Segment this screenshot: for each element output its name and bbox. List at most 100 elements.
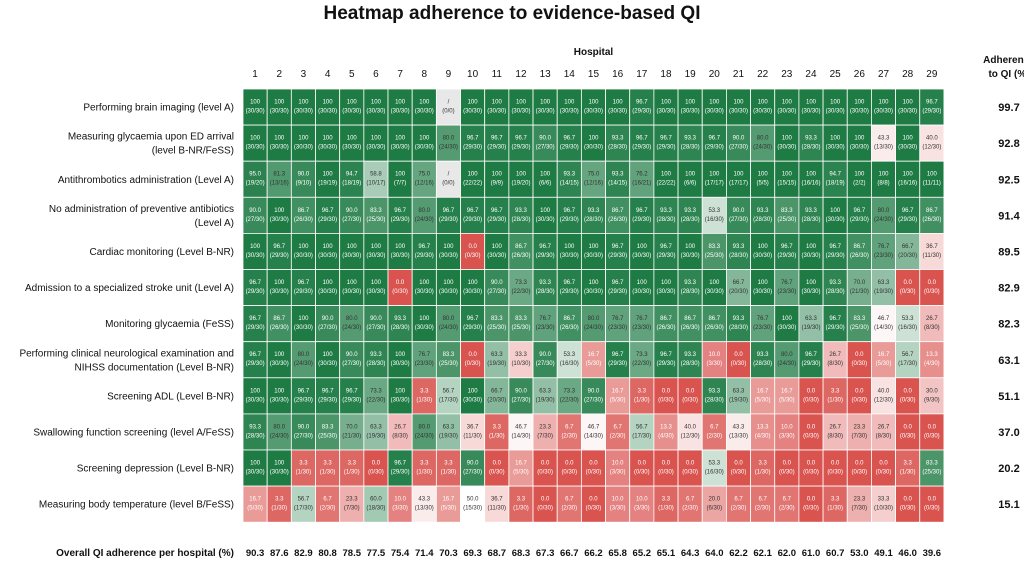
cell-count: (23/30)	[536, 325, 555, 331]
row-label: (Level A)	[195, 218, 234, 229]
cell-value: 3.3	[348, 461, 357, 467]
heatmap-cell	[871, 269, 896, 306]
cell-count: (1/30)	[489, 433, 505, 439]
heatmap-cell	[387, 377, 413, 415]
overall-value: 80.8	[318, 548, 337, 559]
column-header: 18	[660, 69, 672, 80]
heatmap-cell	[266, 232, 292, 270]
cell-count: (4/30)	[755, 433, 771, 439]
cell-value: 100	[830, 208, 841, 214]
heatmap-cell	[242, 485, 268, 523]
cell-count: (27/30)	[536, 361, 555, 367]
cell-value: 0.0	[783, 461, 792, 467]
heatmap-cell	[580, 413, 606, 451]
column-header: 2	[276, 69, 282, 80]
cell-count: (16/21)	[632, 181, 651, 187]
cell-count: (1/30)	[416, 397, 432, 403]
cell-count: (29/30)	[850, 217, 869, 223]
heatmap-cell	[774, 305, 800, 343]
cell-count: (16/30)	[705, 217, 724, 223]
cell-count: (29/30)	[246, 361, 265, 367]
heatmap-cell	[774, 449, 800, 487]
cell-count: (2/30)	[706, 433, 722, 439]
cell-value: 93.3	[733, 244, 745, 250]
cell-value: 83.3	[708, 244, 720, 250]
cell-value: 93.3	[684, 352, 696, 358]
cell-value: 0.0	[904, 388, 913, 394]
cell-count: (30/30)	[898, 109, 917, 115]
heatmap-cell	[532, 196, 558, 234]
cell-count: (8/30)	[392, 433, 408, 439]
cell-value: 6.7	[758, 497, 767, 503]
cell-count: (4/30)	[658, 433, 674, 439]
cell-value: 93.3	[660, 208, 672, 214]
cell-count: (30/30)	[294, 253, 313, 259]
cell-value: 100	[443, 244, 454, 250]
cell-value: 81.3	[273, 172, 285, 178]
cell-value: 75.0	[418, 172, 430, 178]
heatmap-cell	[919, 305, 945, 343]
cell-value: 93.3	[563, 172, 575, 178]
cell-count: (3/30)	[610, 470, 626, 476]
heatmap-cell	[508, 160, 534, 198]
cell-value: 90.0	[491, 280, 503, 286]
cell-count: (27/30)	[342, 217, 361, 223]
heatmap-cell	[629, 377, 655, 415]
heatmap-cell	[266, 413, 292, 451]
cell-count: (22/30)	[366, 397, 385, 403]
cell-value: 100	[395, 388, 406, 394]
cell-value: 90.0	[298, 424, 310, 430]
row-label: Cardiac monitoring (Level B-NR)	[90, 247, 235, 258]
cell-count: (24/30)	[874, 217, 893, 223]
cell-count: (30/30)	[246, 253, 265, 259]
heatmap-cell	[605, 341, 631, 379]
heatmap-cell	[798, 449, 824, 487]
cell-count: (28/30)	[801, 145, 820, 151]
cell-value: 0.0	[904, 424, 913, 430]
cell-value: 96.7	[249, 280, 261, 286]
cell-value: 100	[854, 136, 865, 142]
overall-value: 60.7	[826, 548, 845, 559]
heatmap-cell	[242, 413, 268, 451]
cell-value: 100	[492, 100, 503, 106]
cell-count: (28/30)	[705, 397, 724, 403]
row-adherence: 89.5	[998, 246, 1019, 258]
cell-count: (30/30)	[294, 145, 313, 151]
heatmap-cell	[919, 160, 945, 198]
heatmap-cell	[580, 377, 606, 415]
cell-value: 96.7	[539, 244, 551, 250]
heatmap-cell	[484, 305, 510, 343]
column-header: 15	[588, 69, 600, 80]
cell-value: 70.0	[853, 280, 865, 286]
cell-value: 100	[637, 280, 648, 286]
cell-value: 100	[758, 244, 769, 250]
overall-value: 78.5	[343, 548, 362, 559]
heatmap-cell	[363, 88, 389, 126]
row-label: Performing clinical neurological examina…	[19, 348, 234, 359]
cell-value: 0.0	[807, 424, 816, 430]
cell-count: (29/30)	[246, 325, 265, 331]
heatmap-cell	[750, 449, 776, 487]
column-header: 3	[301, 69, 307, 80]
cell-count: (30/30)	[246, 397, 265, 403]
cell-count: (18/19)	[342, 181, 361, 187]
heatmap-cell	[653, 269, 679, 306]
heatmap-cell	[726, 269, 751, 306]
column-header: 10	[467, 69, 479, 80]
cell-value: 100	[733, 172, 744, 178]
column-header: 8	[421, 69, 427, 80]
cell-count: (0/30)	[634, 470, 650, 476]
cell-count: (17/30)	[294, 506, 313, 512]
cell-value: 0.0	[831, 461, 840, 467]
row-label: NIHSS documentation (Level B-NR)	[74, 362, 234, 373]
cell-value: 100	[468, 388, 479, 394]
column-header: 6	[373, 69, 379, 80]
cell-value: 100	[903, 172, 914, 178]
heatmap-cell	[387, 88, 413, 126]
heatmap-cell	[798, 485, 824, 523]
cell-count: (17/17)	[729, 181, 748, 187]
cell-count: (29/30)	[656, 361, 675, 367]
cell-value: 96.7	[322, 208, 334, 214]
heatmap-cell	[411, 124, 437, 162]
